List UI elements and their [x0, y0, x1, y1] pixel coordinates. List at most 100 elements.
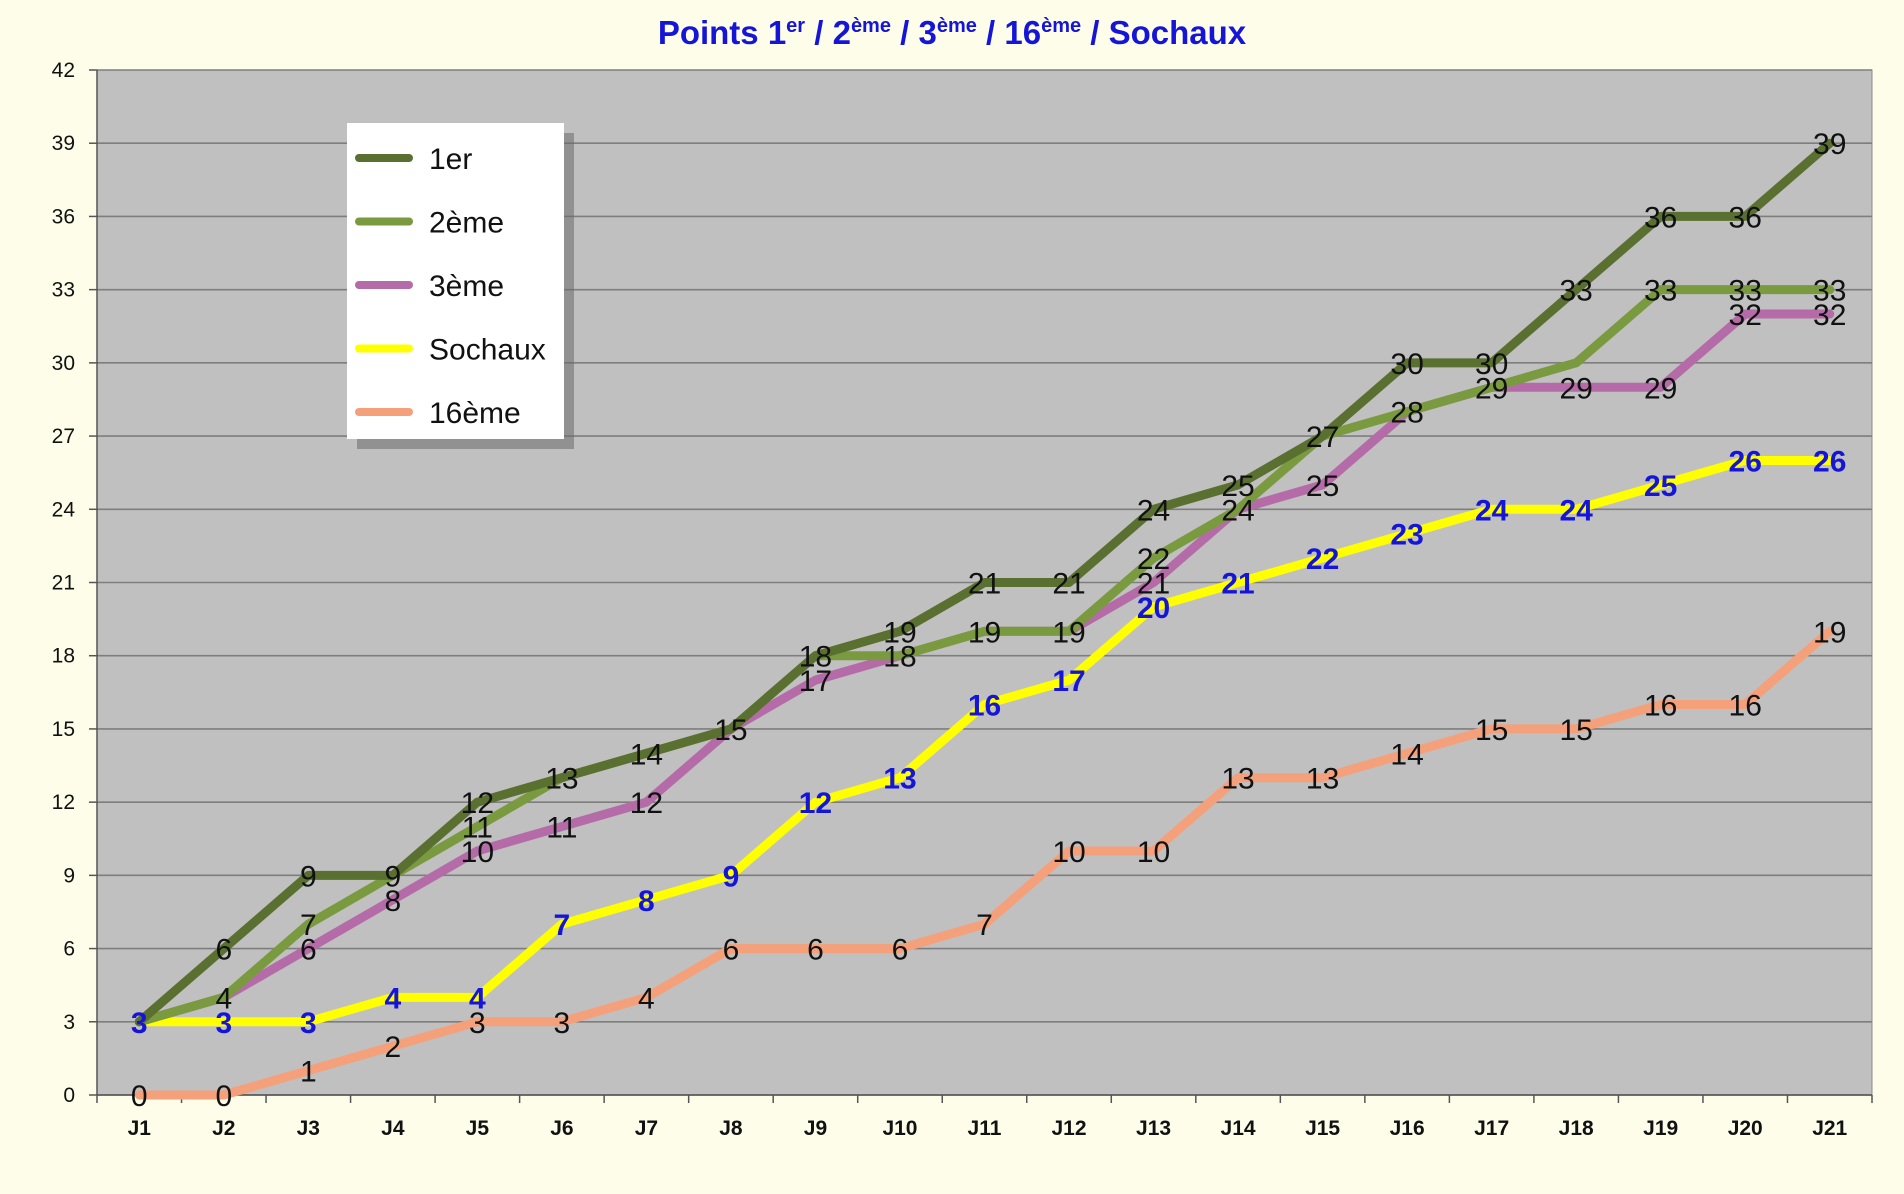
x-tick-label: J10	[882, 1117, 917, 1140]
data-label: 7	[554, 909, 571, 942]
data-label: 3	[215, 1007, 232, 1040]
data-label: 24	[1221, 494, 1254, 527]
x-tick-label: J5	[466, 1117, 490, 1140]
data-label: 17	[1052, 665, 1085, 698]
y-tick-label: 33	[52, 279, 75, 302]
data-label: 28	[1390, 397, 1423, 430]
legend: 1er 2ème 3ème Sochaux 16ème	[347, 123, 574, 449]
y-tick-label: 36	[52, 205, 75, 228]
data-label: 4	[215, 982, 232, 1015]
data-label: 12	[461, 787, 494, 820]
data-label: 16	[1644, 690, 1677, 723]
data-label: 3	[469, 1007, 486, 1040]
data-label: 33	[1559, 275, 1592, 308]
legend-label: 2ème	[429, 207, 504, 240]
data-label: 9	[300, 860, 317, 893]
x-tick-label: J7	[635, 1117, 658, 1140]
data-label: 0	[215, 1080, 232, 1113]
y-tick-label: 6	[63, 938, 75, 961]
data-label: 27	[1306, 421, 1339, 454]
data-label: 21	[1137, 568, 1170, 601]
series-line	[134, 455, 1835, 1027]
y-tick-label: 12	[52, 791, 75, 814]
data-label: 4	[638, 982, 655, 1015]
data-label: 24	[1475, 494, 1509, 527]
x-tick-label: J17	[1474, 1117, 1509, 1140]
data-label: 13	[883, 763, 916, 796]
x-tick-label: J15	[1305, 1117, 1340, 1140]
data-label: 16	[1729, 690, 1762, 723]
data-label: 23	[1390, 519, 1423, 552]
x-tick-label: J8	[719, 1117, 743, 1140]
data-label: 22	[1306, 543, 1339, 576]
data-label: 7	[976, 909, 993, 942]
data-label: 0	[131, 1080, 148, 1113]
data-label: 24	[1137, 494, 1170, 527]
data-label: 3	[300, 1007, 317, 1040]
data-label: 33	[1813, 275, 1846, 308]
chart-title-part: ème	[1041, 15, 1081, 37]
data-label: 24	[1559, 494, 1593, 527]
x-tick-label: J20	[1728, 1117, 1763, 1140]
y-tick-label: 24	[52, 498, 76, 521]
data-label: 32	[1813, 299, 1846, 332]
y-tick-label: 21	[52, 572, 75, 595]
data-label: 19	[883, 616, 916, 649]
x-tick-label: J13	[1136, 1117, 1171, 1140]
y-tick-label: 39	[52, 132, 75, 155]
data-label: 36	[1729, 201, 1762, 234]
data-label: 10	[1052, 836, 1085, 869]
data-label: 33	[1729, 275, 1762, 308]
y-tick-label: 0	[63, 1084, 75, 1107]
legend-label: 16ème	[429, 397, 521, 430]
x-tick-label: J11	[968, 1117, 1002, 1140]
chart-title-part: / 2	[805, 14, 851, 51]
x-tick-label: J14	[1221, 1117, 1256, 1140]
data-label: 19	[1813, 616, 1846, 649]
data-label: 16	[968, 690, 1001, 723]
data-label: 29	[1644, 372, 1677, 405]
data-label: 8	[384, 885, 401, 918]
data-label: 2	[384, 1031, 401, 1064]
x-tick-label: J16	[1390, 1117, 1425, 1140]
data-label: 3	[131, 1007, 148, 1040]
data-label: 30	[1390, 348, 1423, 381]
data-label: 6	[215, 934, 232, 967]
data-label: 6	[892, 934, 909, 967]
x-tick-label: J21	[1812, 1117, 1847, 1140]
chart-title: Points 1er / 2ème / 3ème / 16ème / Socha…	[658, 14, 1247, 51]
x-tick-label: J6	[550, 1117, 573, 1140]
series-line	[134, 138, 1835, 1027]
data-label: 11	[462, 812, 493, 845]
chart-title-part: er	[786, 15, 805, 37]
x-tick-label: J9	[804, 1117, 827, 1140]
data-label: 21	[1052, 568, 1085, 601]
y-tick-label: 9	[63, 864, 75, 887]
data-label: 10	[1137, 836, 1170, 869]
data-label: 6	[300, 934, 317, 967]
data-label: 13	[1306, 763, 1339, 796]
data-label: 39	[1813, 128, 1846, 161]
chart-title-part: ème	[937, 15, 977, 37]
legend-label: 1er	[429, 143, 472, 176]
x-tick-label: J4	[381, 1117, 405, 1140]
data-label: 14	[630, 738, 663, 771]
data-label: 9	[384, 860, 401, 893]
data-label: 4	[384, 982, 401, 1015]
data-label: 1	[300, 1056, 317, 1089]
data-label: 19	[968, 616, 1001, 649]
data-label: 25	[1221, 470, 1254, 503]
data-label: 6	[723, 934, 740, 967]
chart-title-part: Points 1	[658, 14, 786, 51]
data-label: 19	[1052, 616, 1085, 649]
data-label: 30	[1475, 348, 1508, 381]
data-label: 32	[1729, 299, 1762, 332]
x-tick-label: J18	[1559, 1117, 1594, 1140]
legend-label: 3ème	[429, 270, 504, 303]
data-label: 21	[968, 568, 1001, 601]
data-label: 15	[714, 714, 747, 747]
y-tick-label: 18	[52, 645, 75, 668]
data-label: 22	[1137, 543, 1170, 576]
data-label: 13	[1221, 763, 1254, 796]
